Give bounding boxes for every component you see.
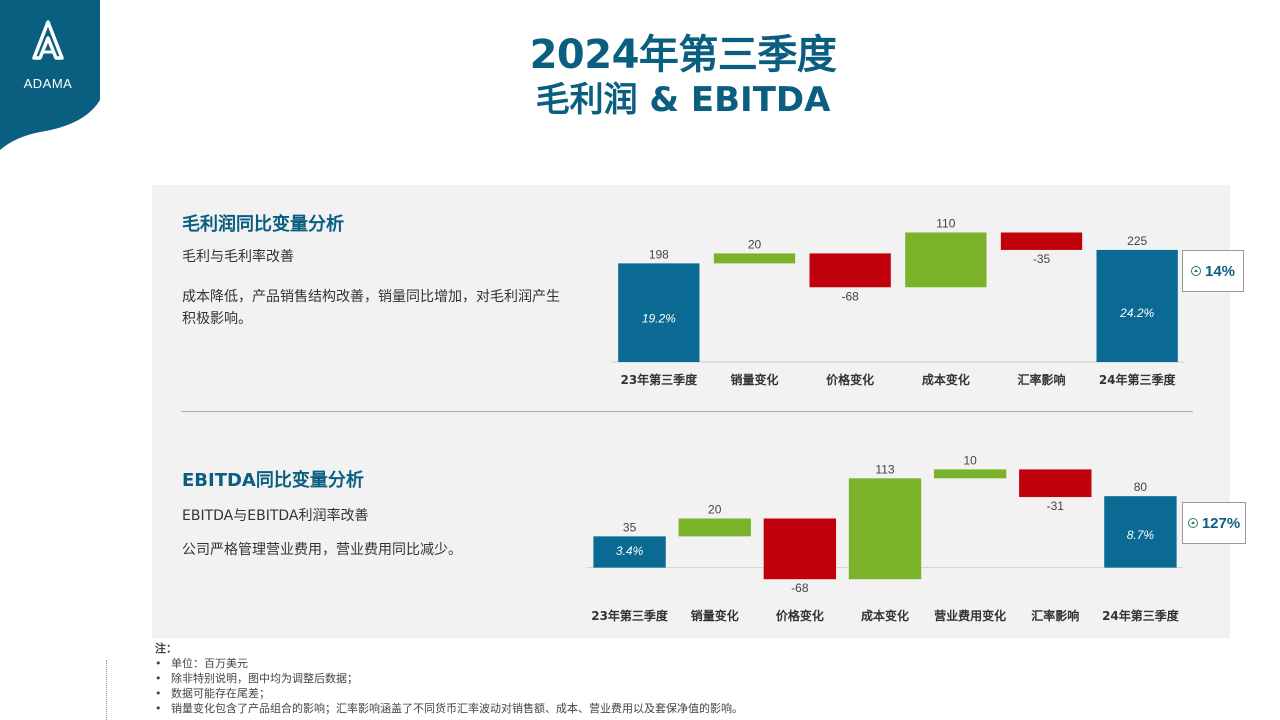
data-label: 20 — [708, 503, 722, 517]
data-label: 10 — [963, 453, 977, 467]
gross-profit-change-badge: 14% — [1182, 250, 1244, 292]
adama-logo — [0, 0, 100, 150]
chart-bar-total — [1096, 249, 1178, 362]
chart-bar-increase — [678, 518, 751, 537]
notes-heading: 注： — [155, 642, 177, 655]
margin-label: 19.2% — [642, 312, 676, 326]
data-label: 80 — [1134, 480, 1148, 494]
chart-bar-decrease — [809, 253, 891, 288]
ebitda-subtitle: EBITDA与EBITDA利润率改善 — [182, 508, 369, 524]
data-label: 35 — [623, 520, 637, 534]
data-label: -68 — [841, 289, 859, 303]
chart-bar-total — [593, 536, 666, 568]
category-label: 销量变化 — [691, 608, 739, 623]
category-label: 价格变化 — [776, 608, 824, 623]
chart-bar-total — [1104, 496, 1177, 568]
category-label: 成本变化 — [922, 372, 970, 387]
chart-bar-increase — [713, 253, 796, 264]
data-label: -68 — [791, 581, 809, 595]
note-item: 单位：百万美元 — [155, 656, 743, 671]
chart-bar-decrease — [1019, 469, 1092, 498]
margin-label: 8.7% — [1127, 528, 1155, 542]
data-label: 20 — [748, 237, 762, 251]
data-label: 225 — [1127, 234, 1147, 248]
category-label: 成本变化 — [861, 608, 909, 623]
note-item: 销量变化包含了产品组合的影响；汇率影响涵盖了不同货币汇率波动对销售额、成本、营业… — [155, 701, 743, 716]
data-label: 113 — [875, 462, 894, 476]
ebitda-change-value: 127% — [1201, 514, 1241, 532]
category-label: 24年第三季度 — [1102, 608, 1180, 623]
chart-bar-decrease — [1000, 232, 1083, 250]
category-label: 营业费用变化 — [934, 608, 1006, 623]
increase-arrow-icon — [1187, 518, 1198, 528]
chart-bar-increase — [848, 478, 922, 580]
data-label: -31 — [1047, 499, 1065, 513]
brand-name: ADAMA — [23, 76, 73, 91]
left-dotted-line — [106, 660, 107, 720]
category-label: 价格变化 — [826, 372, 874, 387]
chart-bar-decrease — [763, 518, 837, 580]
ebitda-section-title: EBITDA同比变量分析 — [182, 470, 364, 491]
note-item: 数据可能存在尾差； — [155, 686, 743, 701]
category-label: 汇率影响 — [1017, 372, 1065, 387]
ebitda-description: 公司严格管理营业费用，营业费用同比减少。 — [182, 542, 462, 558]
note-item: 除非特别说明，图中均为调整后数据； — [155, 671, 743, 686]
category-label: 23年第三季度 — [620, 372, 698, 387]
chart-bar-total — [618, 263, 700, 362]
gross-profit-subtitle: 毛利与毛利率改善 — [182, 249, 294, 265]
footnotes: 注： 单位：百万美元 除非特别说明，图中均为调整后数据； 数据可能存在尾差； 销… — [155, 641, 743, 716]
data-label: -35 — [1033, 252, 1051, 266]
ebitda-change-badge: 127% — [1182, 502, 1246, 544]
chart-bar-increase — [905, 232, 987, 288]
gross-profit-section-title: 毛利润同比变量分析 — [182, 214, 344, 235]
gross-profit-change-value: 14% — [1204, 262, 1236, 280]
data-label: 110 — [936, 216, 955, 230]
category-label: 汇率影响 — [1031, 608, 1079, 623]
page-subtitle: 毛利润 & EBITDA — [535, 80, 831, 120]
category-label: 销量变化 — [730, 372, 778, 387]
section-divider — [181, 411, 1193, 412]
page-title: 2024年第三季度 — [529, 32, 837, 78]
data-label: 198 — [649, 247, 669, 261]
gross-profit-description: 成本降低，产品销售结构改善，销量同比增加，对毛利润产生积极影响。 — [182, 289, 560, 327]
increase-arrow-icon — [1190, 266, 1201, 276]
category-label: 24年第三季度 — [1099, 372, 1177, 387]
category-label: 23年第三季度 — [591, 608, 669, 623]
chart-bar-increase — [933, 469, 1007, 479]
margin-label: 24.2% — [1119, 306, 1154, 320]
margin-label: 3.4% — [616, 544, 644, 558]
